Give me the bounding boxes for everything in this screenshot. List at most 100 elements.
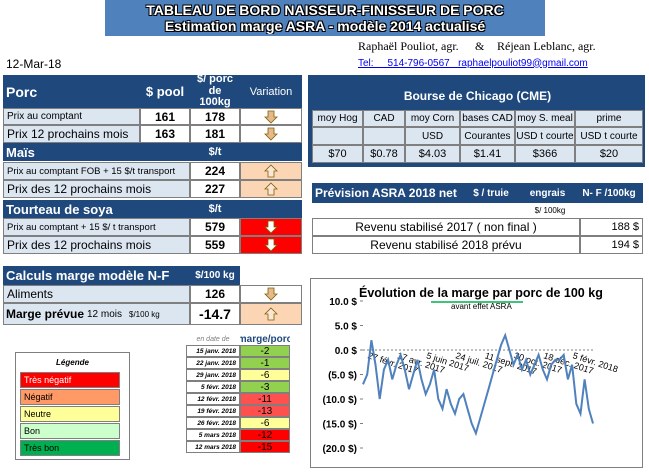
section-header: Maïs (3, 143, 190, 161)
cme-value: $70 (312, 145, 363, 163)
column-header: marge/porc (240, 333, 290, 345)
cell-value: 161 (140, 108, 190, 125)
row-value: 188 $ (580, 218, 643, 236)
y-tick-label: (10.0 $) (323, 395, 357, 406)
header-band (105, 0, 545, 36)
arrow-icon (264, 307, 278, 321)
cme-value: $0.78 (363, 145, 405, 163)
section-header: Calculs marge modèle N-F (3, 266, 190, 285)
chart: Évolution de la marge par porc de 100 kg… (310, 278, 643, 468)
margin-cell: -2 (240, 345, 290, 357)
row-label: Prix des 12 prochains mois (3, 236, 190, 254)
row-label: 12 mois (87, 308, 123, 320)
chart-title: Évolution de la marge par porc de 100 kg (359, 285, 603, 300)
y-tick-label: 10.0 $ (329, 297, 357, 308)
legend-item: Très négatif (20, 372, 120, 388)
column-header: CAD (363, 110, 405, 127)
column-header: Variation (240, 75, 302, 108)
date-cell: 5 mars 2018 (186, 429, 240, 441)
unit-cell (363, 127, 405, 145)
y-tick-label: (5.0 $) (328, 371, 357, 382)
section-header: Tourteau de soya (3, 200, 190, 218)
legend-item: Négatif (20, 389, 120, 405)
legend-item: Bon (20, 423, 120, 439)
chart-subtitle: avant effet ASRA (451, 302, 512, 311)
y-tick-label: (15.0 $) (323, 420, 357, 431)
cell-value: 559 (190, 236, 240, 254)
row-label: Prix des 12 prochains mois (3, 180, 190, 198)
arrow-icon (264, 287, 278, 301)
cme-value: $4.03 (405, 145, 460, 163)
date-cell: 22 janv. 2018 (186, 357, 240, 369)
margin-cell: -13 (240, 405, 290, 417)
column-header: moy S. meal (515, 110, 575, 127)
legend-title: Légende (56, 357, 89, 367)
date-cell: 5 févr. 2018 (186, 381, 240, 393)
variation-arrow (240, 218, 302, 236)
margin-cell: -3 (240, 381, 290, 393)
unit-cell: USD (405, 127, 460, 145)
author-separator: & (475, 38, 485, 53)
unit-cell: USD t courte (515, 127, 575, 145)
unit-label: $/ 100kg (534, 205, 566, 215)
row-label: Aliments (3, 285, 190, 303)
cell-value: 224 (190, 162, 240, 180)
legend-item: Très bon (20, 440, 120, 456)
column-header: $/t (190, 143, 240, 161)
unit-cell (312, 127, 363, 145)
margin-cell: -1 (240, 357, 290, 369)
cell-value: 227 (190, 180, 240, 198)
column-header: bases CAD (460, 110, 515, 127)
arrow-icon (264, 164, 278, 178)
variation-arrow (240, 303, 302, 325)
date-cell: 12 mars 2018 (186, 441, 240, 453)
cell-value: 126 (190, 285, 240, 303)
margin-cell: -12 (240, 429, 290, 441)
row-label: Prix au comptant + 15 $/ t transport (3, 218, 190, 236)
line-series (362, 332, 594, 437)
cme-value: $366 (515, 145, 575, 163)
y-tick-label: 0.0 $ (335, 346, 358, 357)
page-subtitle: Estimation marge ASRA - modèle 2014 actu… (164, 17, 486, 34)
y-tick-label: (20.0 $) (323, 444, 357, 455)
column-header: Prévision ASRA 2018 net (312, 183, 462, 203)
column-header: $/ porc de 100kg (190, 75, 240, 108)
row-label: Prix au comptant FOB + 15 $/t transport (3, 162, 190, 180)
row-label: Marge prévue (6, 307, 85, 321)
cell-value: 163 (140, 125, 190, 143)
column-header: en date de (196, 335, 230, 343)
date-cell: 12 févr. 2018 (186, 393, 240, 405)
column-header: $/100 kg (190, 266, 240, 285)
author: Raphaël Pouliot, agr. (358, 38, 459, 53)
row-bg (3, 303, 190, 325)
arrow-icon (264, 220, 278, 234)
margin-cell: -11 (240, 393, 290, 405)
date-cell: 19 févr. 2018 (186, 405, 240, 417)
column-header: N- F /100kg (575, 183, 643, 203)
cell-value: 178 (190, 108, 240, 125)
variation-arrow (240, 125, 302, 143)
contact: Tel: 514-796-0567 raphaelpouliot99@gmail… (358, 57, 588, 69)
row-label: Revenu stabilisé 2018 prévu (312, 236, 580, 254)
row-label: Prix 12 prochains mois (3, 125, 140, 143)
y-tick-label: 5.0 $ (335, 322, 358, 333)
unit-cell: USD t courte (575, 127, 643, 145)
section-header: Porc (3, 75, 140, 108)
row-value: 194 $ (580, 236, 643, 254)
date-cell: 15 janv. 2018 (186, 345, 240, 357)
column-header: moy Hog (312, 110, 363, 127)
row-label: $/100 kg (129, 309, 160, 319)
margin-cell: -6 (240, 369, 290, 381)
arrow-icon (264, 238, 278, 252)
cme-value: $1.41 (460, 145, 515, 163)
page-title: TABLEAU DE BORD NAISSEUR-FINISSEUR DE PO… (146, 1, 504, 18)
variation-arrow (240, 108, 302, 125)
date: 12-Mar-18 (6, 57, 62, 71)
cell-value: 181 (190, 125, 240, 143)
column-header: $ pool (140, 75, 190, 108)
legend-item: Neutre (20, 406, 120, 422)
column-header: moy Corn (405, 110, 460, 127)
row-label: Prix au comptant (3, 108, 140, 125)
row-label: Revenu stabilisé 2017 ( non final ) (312, 218, 580, 236)
